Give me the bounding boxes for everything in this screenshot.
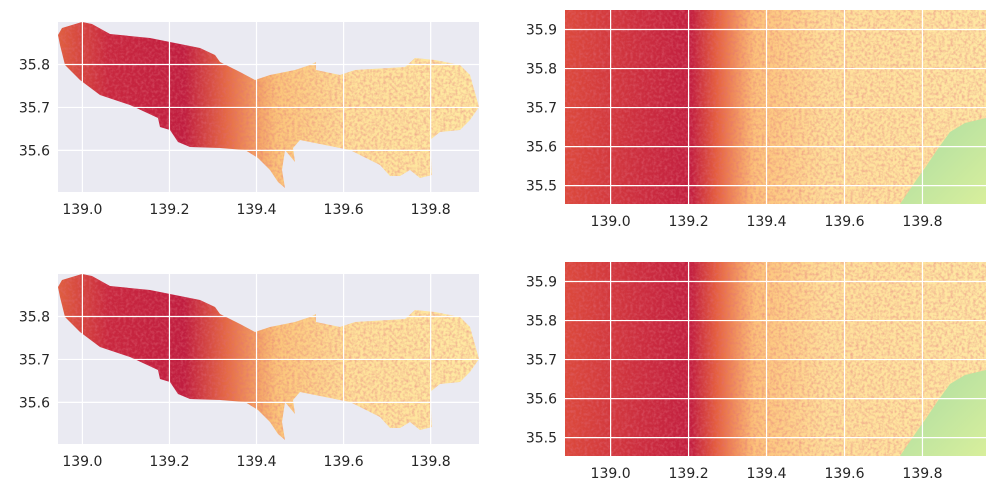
x-tick-label: 139.4 xyxy=(236,202,276,218)
y-tick-label: 35.6 xyxy=(19,395,50,411)
y-tick-label: 35.7 xyxy=(526,353,557,369)
y-tick-label: 35.9 xyxy=(526,275,557,291)
x-tick-label: 139.2 xyxy=(669,214,709,230)
x-tick-label: 139.8 xyxy=(411,202,451,218)
x-tick-label: 139.6 xyxy=(824,214,864,230)
x-tick-label: 139.2 xyxy=(669,466,709,482)
x-tick-label: 139.6 xyxy=(324,202,364,218)
x-tick-label: 139.8 xyxy=(902,214,942,230)
y-tick-label: 35.8 xyxy=(19,310,50,326)
y-tick-label: 35.8 xyxy=(526,62,557,78)
axes-top-right: 139.0 139.2 139.4 139.6 139.8 35.5 35.6 35.7 35.… xyxy=(526,10,986,230)
x-tick-label: 139.4 xyxy=(236,454,276,470)
x-tick-label: 139.6 xyxy=(824,466,864,482)
x-tick-label: 139.8 xyxy=(411,454,451,470)
x-tick-label: 139.4 xyxy=(746,466,786,482)
y-tick-label: 35.6 xyxy=(526,392,557,408)
axes-top-left: 139.0 139.2 139.4 139.6 139.8 35.6 35.7 35.8 xyxy=(19,22,479,218)
axes-bottom-left: 139.0 139.2 139.4 139.6 139.8 35.6 35.7 35.8 xyxy=(19,274,479,470)
y-tick-label: 35.7 xyxy=(19,100,50,116)
x-tick-label: 139.2 xyxy=(149,454,189,470)
x-tick-label: 139.2 xyxy=(149,202,189,218)
y-tick-label: 35.5 xyxy=(526,179,557,195)
y-tick-label: 35.6 xyxy=(526,140,557,156)
x-tick-label: 139.6 xyxy=(324,454,364,470)
y-tick-label: 35.7 xyxy=(526,101,557,117)
x-tick-label: 139.4 xyxy=(746,214,786,230)
x-tick-label: 139.0 xyxy=(62,454,102,470)
y-tick-label: 35.6 xyxy=(19,143,50,159)
raster-bay-area xyxy=(900,370,986,456)
y-tick-label: 35.5 xyxy=(526,431,557,447)
x-tick-label: 139.8 xyxy=(902,466,942,482)
axes-bottom-right: 139.0 139.2 139.4 139.6 139.8 35.5 35.6 35.7 35.… xyxy=(526,262,986,482)
y-tick-label: 35.8 xyxy=(19,58,50,74)
y-tick-label: 35.8 xyxy=(526,314,557,330)
y-tick-label: 35.7 xyxy=(19,352,50,368)
x-tick-label: 139.0 xyxy=(591,214,631,230)
x-tick-label: 139.0 xyxy=(62,202,102,218)
x-tick-label: 139.0 xyxy=(591,466,631,482)
raster-bay-area xyxy=(900,118,986,204)
y-tick-label: 35.9 xyxy=(526,23,557,39)
